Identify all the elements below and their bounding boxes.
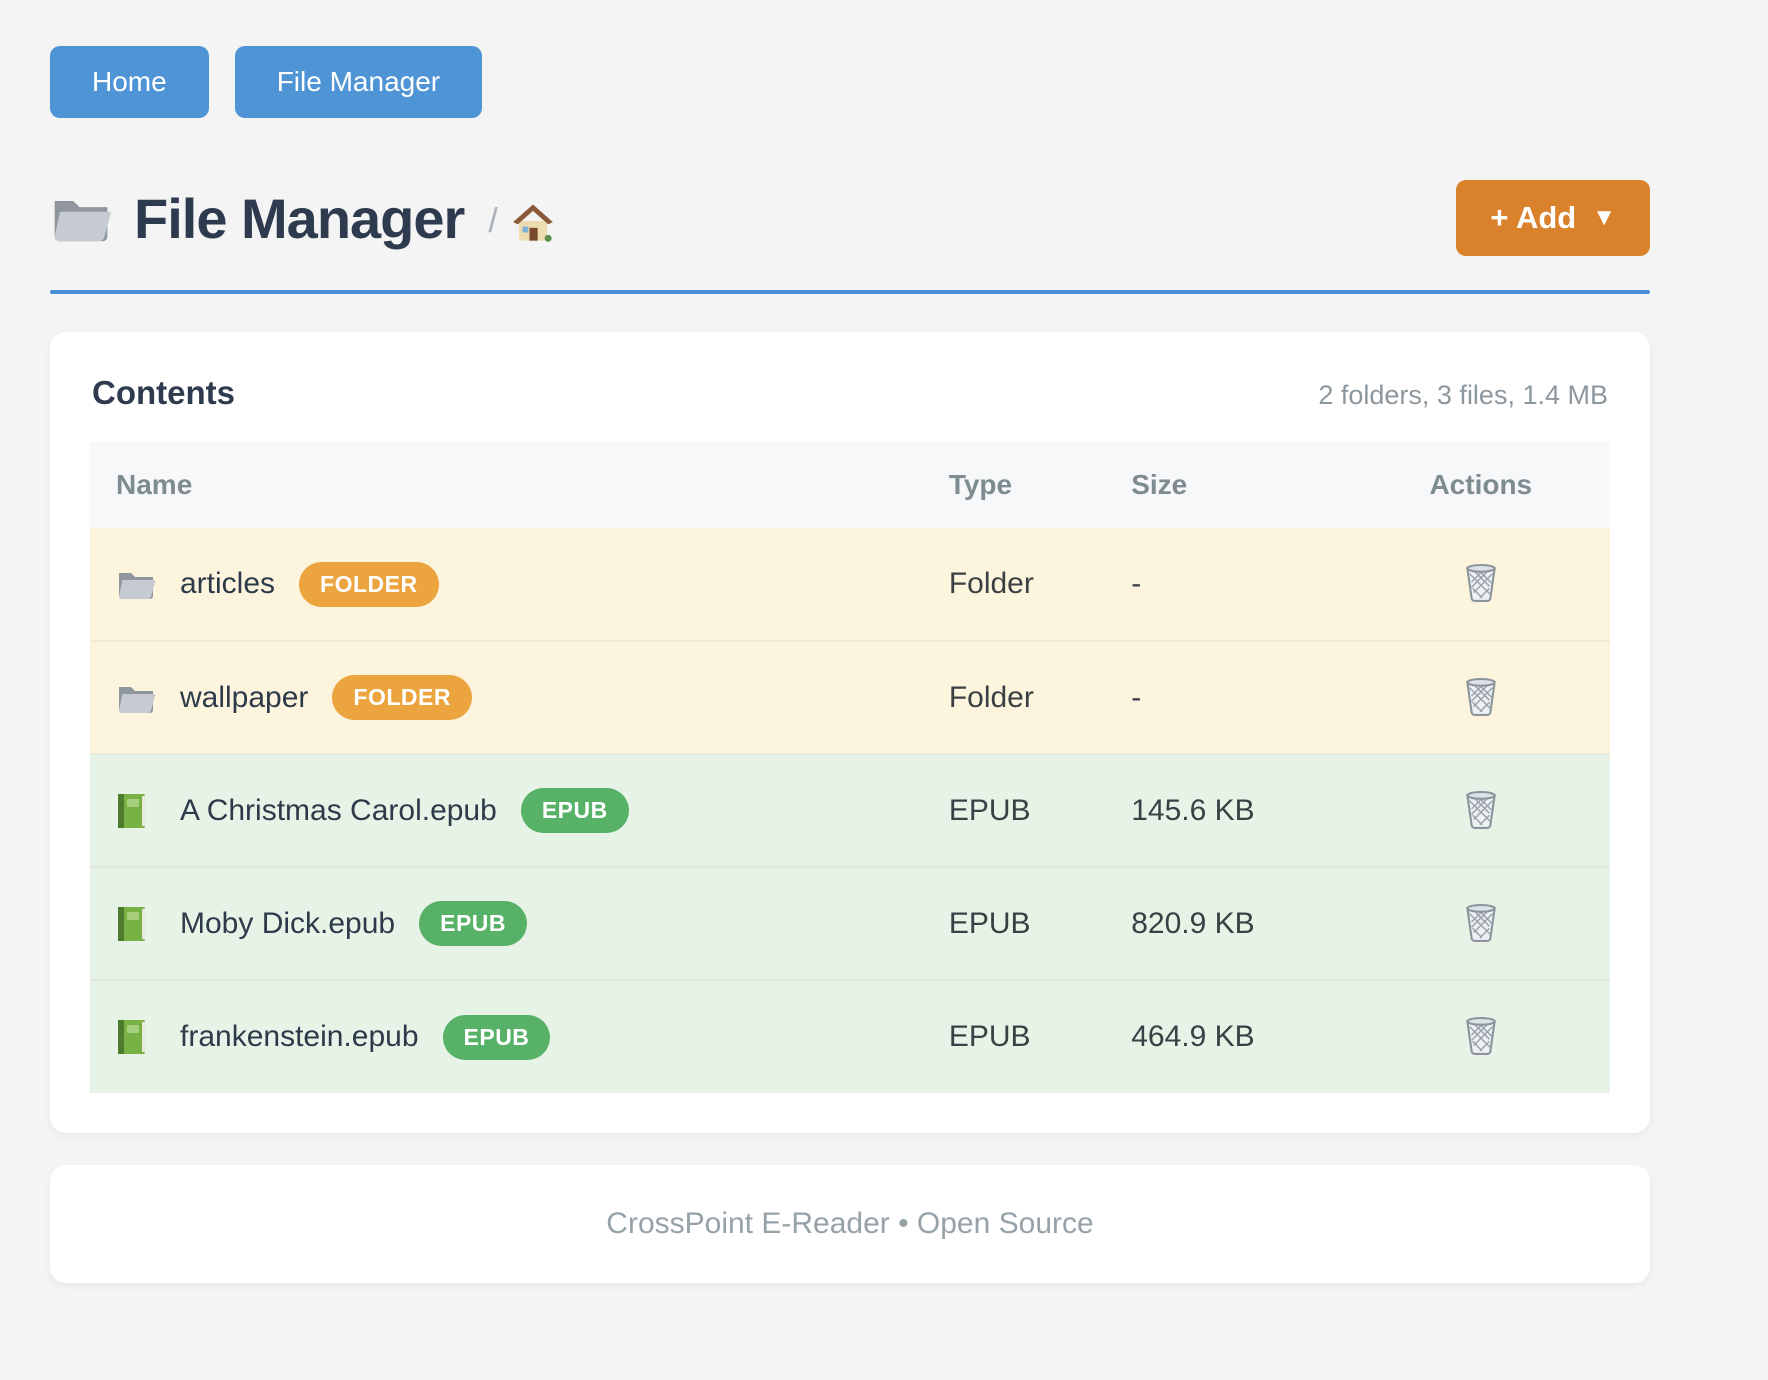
table-row[interactable]: frankenstein.epub EPUB EPUB 464.9 KB <box>90 980 1610 1093</box>
contents-title: Contents <box>92 374 235 411</box>
contents-card: Contents 2 folders, 3 files, 1.4 MB Name… <box>50 332 1650 1133</box>
delete-button[interactable] <box>1458 671 1504 721</box>
page: Home File Manager File Manager / + Add ▼ <box>50 46 1650 1283</box>
top-nav: Home File Manager <box>50 46 1650 118</box>
trash-icon <box>1465 677 1496 716</box>
file-type-badge: FOLDER <box>332 675 472 720</box>
file-type: EPUB <box>948 793 1031 827</box>
contents-summary: 2 folders, 3 files, 1.4 MB <box>1318 380 1608 410</box>
trash-icon <box>1465 1016 1496 1055</box>
table-row[interactable]: A Christmas Carol.epub EPUB EPUB 145.6 K… <box>90 754 1610 867</box>
file-name[interactable]: articles <box>180 567 276 600</box>
book-icon <box>116 1018 156 1056</box>
breadcrumb-separator: / <box>488 201 498 240</box>
book-icon <box>116 792 156 830</box>
file-name[interactable]: A Christmas Carol.epub <box>180 793 497 827</box>
file-type: Folder <box>948 567 1034 600</box>
caret-down-icon: ▼ <box>1592 204 1616 231</box>
table-row[interactable]: wallpaper FOLDER Folder - <box>90 641 1610 754</box>
column-header-size: Size <box>1131 469 1188 500</box>
footer-text: CrossPoint E-Reader • Open Source <box>606 1207 1094 1240</box>
add-button-label: + Add <box>1490 200 1577 235</box>
file-type: EPUB <box>948 1020 1031 1053</box>
column-header-type: Type <box>948 469 1013 500</box>
file-type-badge: FOLDER <box>299 561 439 607</box>
delete-button[interactable] <box>1458 1010 1504 1060</box>
trash-icon <box>1465 790 1496 829</box>
nav-home-button[interactable]: Home <box>50 46 209 118</box>
file-name[interactable]: Moby Dick.epub <box>180 906 396 940</box>
column-header-name: Name <box>116 469 193 500</box>
file-name[interactable]: frankenstein.epub <box>180 1020 419 1053</box>
file-size: 820.9 KB <box>1131 906 1255 940</box>
header-divider <box>50 290 1650 294</box>
file-size: - <box>1131 567 1142 600</box>
file-type-badge: EPUB <box>442 1014 551 1060</box>
file-type-badge: EPUB <box>520 788 629 833</box>
file-type: EPUB <box>948 906 1031 940</box>
file-name[interactable]: wallpaper <box>180 680 309 714</box>
folder-icon <box>116 679 156 717</box>
nav-file-manager-button[interactable]: File Manager <box>234 46 483 118</box>
file-size: 145.6 KB <box>1131 793 1255 827</box>
trash-icon <box>1465 903 1496 942</box>
page-title: File Manager <box>134 186 465 250</box>
delete-button[interactable] <box>1458 897 1504 947</box>
book-icon <box>116 905 156 943</box>
file-size: - <box>1131 680 1142 714</box>
table-header-row: Name Type Size Actions <box>90 442 1610 528</box>
file-size: 464.9 KB <box>1131 1020 1255 1053</box>
file-table: Name Type Size Actions <box>90 442 1610 1093</box>
column-header-actions: Actions <box>1429 469 1533 500</box>
file-type-badge: EPUB <box>419 901 528 946</box>
table-row[interactable]: Moby Dick.epub EPUB EPUB 820.9 KB <box>90 867 1610 980</box>
delete-button[interactable] <box>1458 557 1504 607</box>
folder-icon <box>54 200 112 242</box>
add-button[interactable]: + Add ▼ <box>1456 180 1650 256</box>
home-icon[interactable] <box>512 202 554 242</box>
table-row[interactable]: articles FOLDER Folder - <box>90 528 1610 641</box>
delete-button[interactable] <box>1458 784 1504 834</box>
page-header: File Manager / + Add ▼ <box>50 180 1650 256</box>
folder-icon <box>116 565 156 603</box>
file-type: Folder <box>948 680 1034 714</box>
trash-icon <box>1465 563 1496 602</box>
footer: CrossPoint E-Reader • Open Source <box>50 1165 1650 1283</box>
